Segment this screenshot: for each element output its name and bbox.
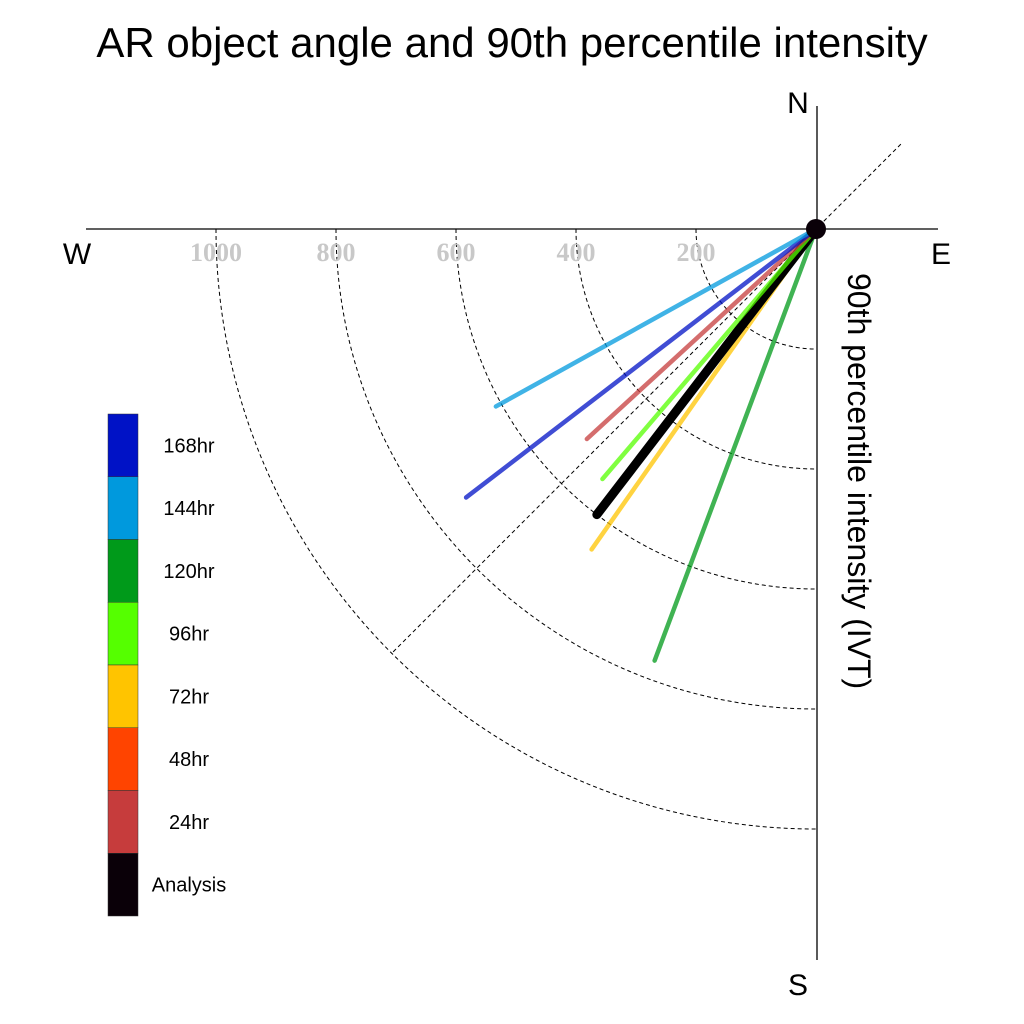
ring-tick-label: 600	[437, 238, 476, 267]
radial-axis-label: 90th percentile intensity (IVT)	[841, 273, 877, 689]
ring-tick-label: 800	[317, 238, 356, 267]
legend-swatch-24hr	[107, 790, 139, 854]
ring-tick-labels: 1000 800 600 400 200	[190, 238, 716, 267]
legend-label: 72hr	[169, 686, 209, 708]
range-ring	[575, 228, 817, 470]
legend-swatch-96hr	[107, 602, 139, 666]
east-label: E	[931, 238, 951, 271]
legend-label: 144hr	[163, 498, 214, 520]
axes	[86, 106, 938, 960]
ring-tick-label: 400	[557, 238, 596, 267]
diagonal-reference-line	[391, 143, 902, 654]
south-label: S	[788, 969, 808, 1002]
legend: 168hr 144hr 120hr 96hr 72hr 48hr 24hr Analysis	[107, 413, 226, 917]
legend-swatch-168hr	[107, 413, 139, 477]
legend-label: 120hr	[163, 561, 214, 583]
legend-swatch-144hr	[107, 476, 139, 540]
legend-label: Analysis	[152, 875, 226, 897]
legend-swatch-analysis	[107, 853, 139, 917]
north-label: N	[787, 87, 809, 120]
series-line-168hr	[463, 226, 819, 500]
west-label: W	[63, 238, 92, 271]
series-line-120hr	[652, 226, 819, 663]
legend-label: 96hr	[169, 624, 209, 646]
series-line-96hr	[600, 226, 819, 482]
legend-label: 24hr	[169, 812, 209, 834]
legend-swatch-72hr	[107, 664, 139, 728]
range-ring	[335, 228, 817, 710]
legend-label: 168hr	[163, 435, 214, 457]
series-line-analysis	[592, 224, 821, 520]
series-line-24hr	[584, 226, 819, 442]
ring-tick-label: 200	[677, 238, 716, 267]
ring-tick-label: 1000	[190, 238, 242, 267]
legend-swatch-48hr	[107, 727, 139, 791]
chart-title: AR object angle and 90th percentile inte…	[96, 19, 927, 66]
series-line-144hr	[493, 226, 819, 409]
origin-marker	[806, 219, 826, 239]
range-ring	[215, 228, 817, 830]
legend-label: 48hr	[169, 749, 209, 771]
series-lines	[463, 224, 821, 663]
legend-swatch-120hr	[107, 539, 139, 603]
